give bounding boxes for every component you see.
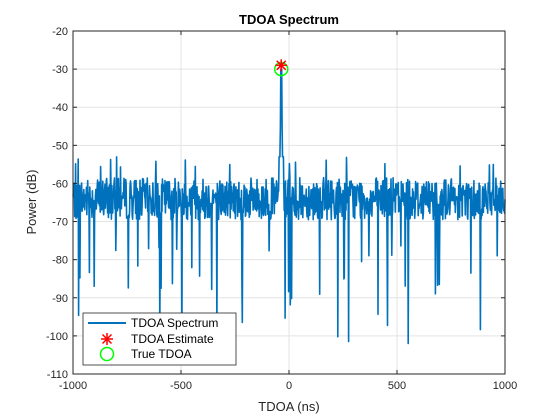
y-tick-label: -80 [52, 255, 68, 267]
legend-label-true: True TDOA [131, 347, 192, 361]
x-tick-label: 1000 [493, 380, 517, 392]
markers-layer [273, 59, 289, 77]
legend-label-spectrum: TDOA Spectrum [131, 316, 218, 330]
y-tick-label: -110 [47, 369, 68, 381]
y-axis-title: Power (dB) [24, 169, 39, 234]
x-tick-label: 0 [286, 380, 292, 392]
y-tick-label: -90 [52, 293, 68, 305]
y-tick-label: -50 [52, 140, 68, 152]
y-tick-label: -20 [52, 26, 68, 38]
chart-title: TDOA Spectrum [239, 12, 339, 27]
y-tick-label: -30 [52, 64, 68, 76]
y-tick-label: -60 [52, 178, 68, 190]
ticks: -1000 -500 0 500 1000 -110 -100 -90 -80 -70 -60 -50… [46, 26, 517, 392]
legend-circle-icon [99, 346, 115, 362]
x-tick-label: 500 [388, 380, 406, 392]
x-tick-label: -1000 [59, 380, 87, 392]
legend-asterisk-icon [101, 333, 113, 345]
legend: TDOA Spectrum TDOA Estimate True TDOA [82, 312, 237, 366]
x-axis-title: TDOA (ns) [258, 399, 319, 414]
y-tick-label: -40 [52, 102, 68, 114]
x-tick-label: -500 [170, 380, 192, 392]
series-layer [72, 68, 506, 345]
legend-label-estimate: TDOA Estimate [131, 332, 214, 346]
y-tick-label: -100 [46, 331, 68, 343]
tdoa-estimate-marker [275, 59, 288, 72]
spectrum-line [72, 68, 506, 345]
y-tick-label: -70 [52, 217, 68, 229]
